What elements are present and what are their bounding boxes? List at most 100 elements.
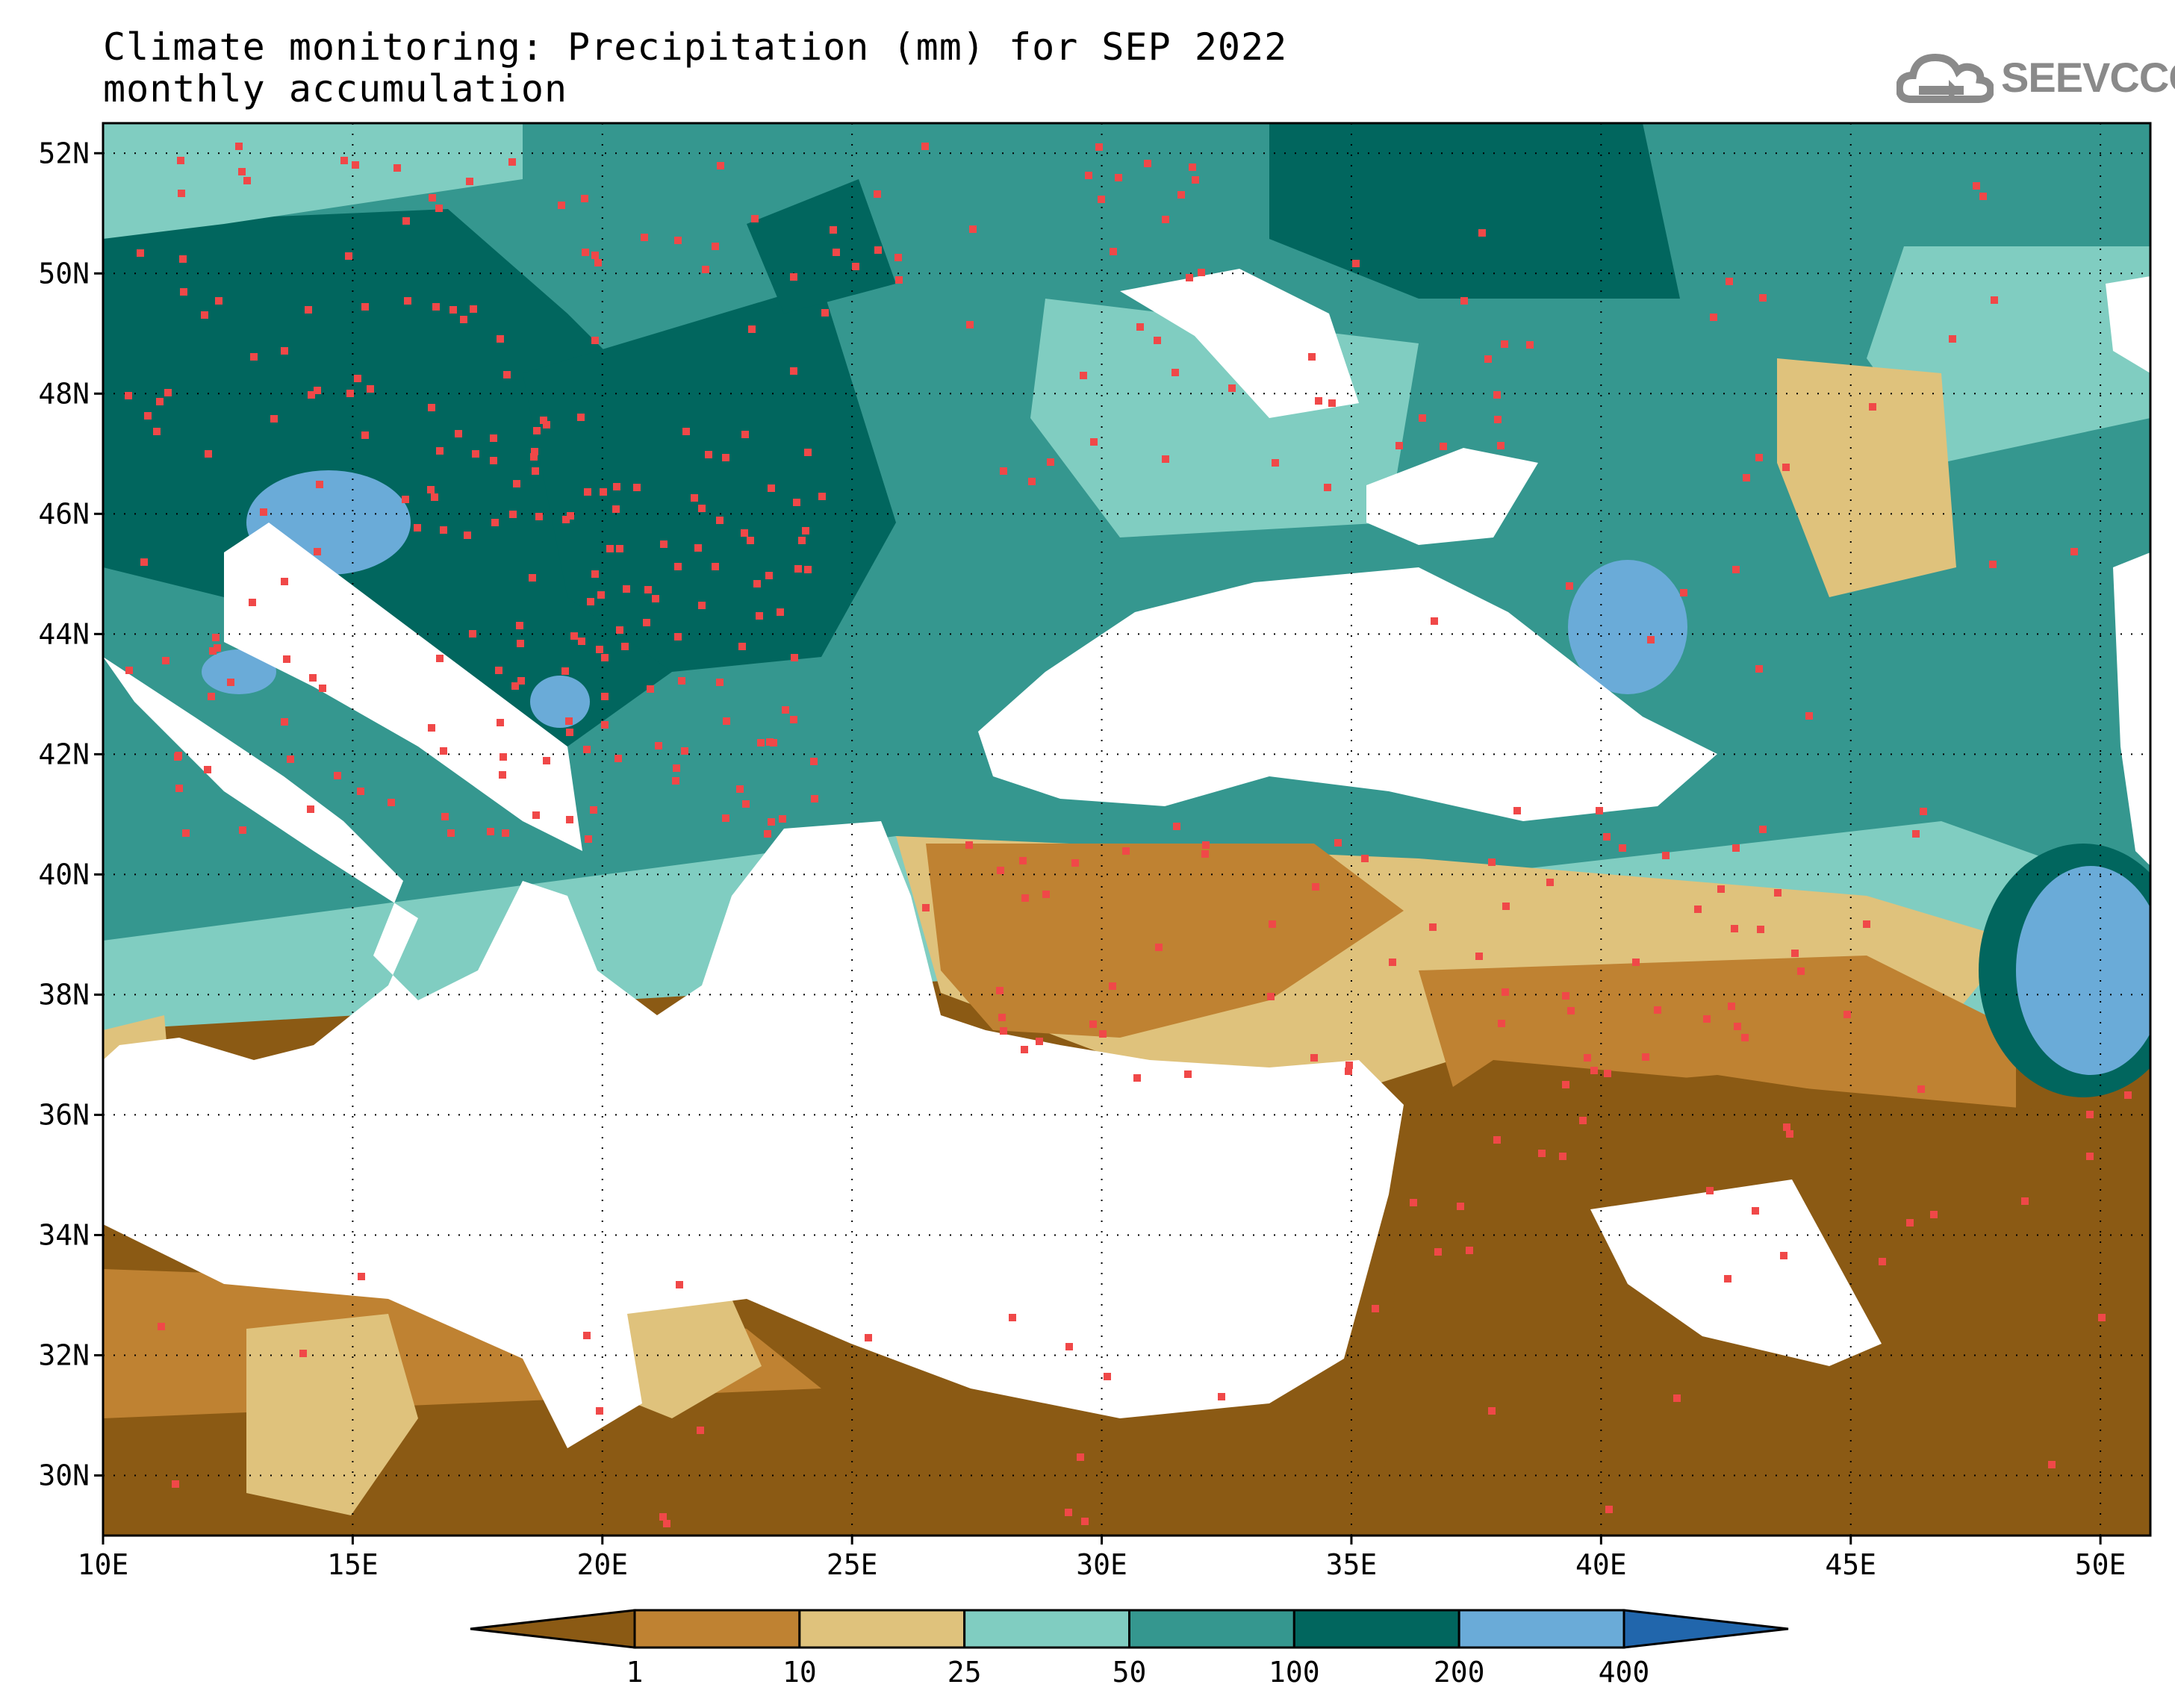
- station-marker: [676, 1281, 683, 1288]
- station-marker: [765, 572, 773, 579]
- station-marker: [1879, 1258, 1886, 1265]
- station-marker: [1546, 879, 1554, 886]
- station-marker: [182, 829, 190, 837]
- station-marker: [591, 570, 599, 578]
- station-marker: [464, 532, 471, 539]
- x-axis: 10E 15E 20E 25E 30E 35E 40E 45E 50E: [78, 1536, 2126, 1581]
- station-marker: [2086, 1153, 2094, 1160]
- station-marker: [1717, 885, 1725, 893]
- station-marker: [1095, 143, 1103, 151]
- station-marker: [281, 578, 288, 585]
- station-marker: [530, 453, 538, 461]
- station-marker: [1991, 296, 1998, 304]
- station-marker: [428, 404, 435, 411]
- station-marker: [1009, 1314, 1016, 1321]
- station-marker: [308, 391, 315, 399]
- station-marker: [712, 243, 719, 250]
- station-marker: [1021, 894, 1029, 902]
- station-marker: [753, 580, 761, 587]
- colorbar-label: 10: [782, 1656, 817, 1689]
- colorbar-label: 1: [626, 1656, 644, 1689]
- station-marker: [1603, 833, 1611, 841]
- station-marker: [1065, 1509, 1072, 1516]
- station-marker: [833, 249, 840, 256]
- station-marker: [583, 746, 591, 753]
- station-marker: [367, 385, 374, 393]
- station-marker: [751, 215, 759, 222]
- station-marker: [455, 430, 462, 437]
- station-marker: [137, 249, 144, 257]
- station-marker: [1098, 196, 1105, 203]
- station-marker: [334, 772, 341, 779]
- station-marker: [543, 757, 550, 764]
- station-marker: [1372, 1305, 1379, 1312]
- station-marker: [641, 234, 648, 241]
- station-marker: [1071, 859, 1079, 867]
- station-marker: [768, 818, 775, 826]
- station-marker: [698, 602, 706, 609]
- station-marker: [1308, 353, 1316, 361]
- station-marker: [250, 353, 258, 361]
- station-marker: [1162, 455, 1169, 463]
- station-marker: [1077, 1453, 1084, 1461]
- station-marker: [1000, 1027, 1007, 1035]
- station-marker: [1759, 826, 1767, 833]
- station-marker: [319, 685, 326, 692]
- station-marker: [1484, 355, 1492, 363]
- station-marker: [969, 225, 977, 233]
- station-marker: [125, 667, 133, 674]
- station-marker: [1395, 442, 1403, 449]
- station-marker: [511, 682, 519, 690]
- station-marker: [1089, 1020, 1097, 1028]
- station-marker: [1189, 163, 1196, 171]
- station-marker: [802, 527, 809, 534]
- station-marker: [497, 719, 504, 726]
- station-marker: [1202, 841, 1210, 849]
- precipitation-field: [103, 123, 2150, 1536]
- station-marker: [777, 608, 784, 616]
- station-marker: [578, 638, 585, 645]
- station-marker: [513, 480, 520, 487]
- station-marker: [1080, 372, 1087, 379]
- station-marker: [1786, 1130, 1793, 1138]
- station-marker: [585, 835, 592, 843]
- station-marker: [440, 526, 447, 534]
- colorbar-label: 25: [948, 1656, 982, 1689]
- station-marker: [460, 316, 467, 323]
- station-marker: [1726, 278, 1733, 285]
- station-marker: [436, 447, 444, 455]
- station-marker: [535, 513, 543, 520]
- station-marker: [249, 599, 256, 606]
- station-marker: [1724, 1275, 1731, 1282]
- station-marker: [1497, 442, 1505, 449]
- station-marker: [633, 484, 641, 491]
- station-marker: [490, 457, 497, 464]
- station-marker: [1198, 269, 1205, 276]
- station-marker: [517, 640, 524, 647]
- station-marker: [1173, 823, 1180, 830]
- station-marker: [1460, 297, 1468, 305]
- station-marker: [562, 516, 570, 523]
- station-marker: [1989, 561, 1997, 568]
- station-marker: [402, 217, 410, 225]
- station-marker: [768, 484, 775, 492]
- station-marker: [756, 612, 763, 620]
- adriatic-sea: [224, 523, 582, 851]
- station-marker: [1228, 384, 1236, 392]
- station-marker: [260, 508, 267, 516]
- station-marker: [1036, 1038, 1043, 1045]
- station-marker: [1566, 582, 1573, 590]
- station-marker: [1267, 993, 1275, 1000]
- station-marker: [594, 259, 602, 267]
- station-marker: [1694, 906, 1702, 913]
- y-tick-label: 48N: [38, 377, 90, 410]
- station-marker: [1654, 1006, 1661, 1014]
- station-marker: [1047, 458, 1054, 466]
- mediterranean-sea: [103, 657, 1404, 1448]
- station-marker: [1345, 1068, 1352, 1075]
- station-marker: [178, 190, 185, 197]
- station-marker: [601, 693, 609, 700]
- sea-of-azov: [1366, 448, 1538, 545]
- station-marker: [429, 194, 436, 202]
- station-marker: [508, 158, 516, 166]
